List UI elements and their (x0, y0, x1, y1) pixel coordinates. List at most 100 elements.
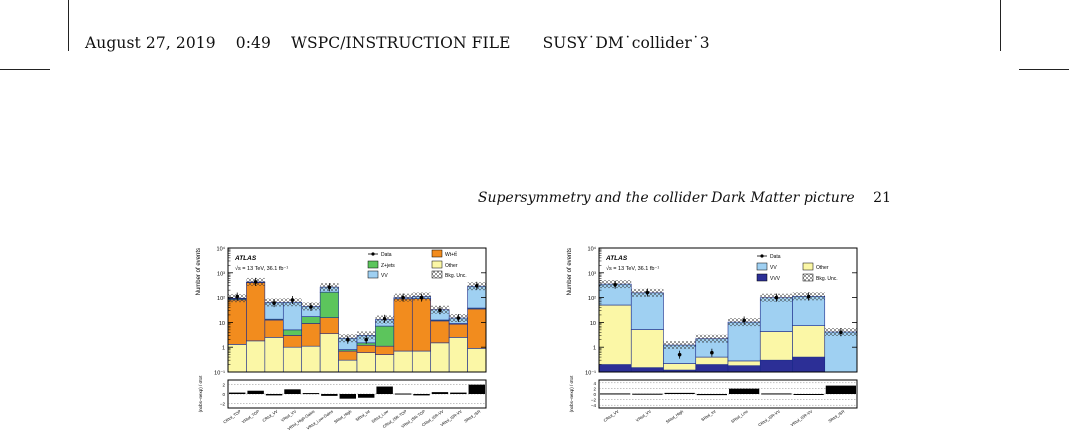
y-tick-label: 10⁴ (588, 246, 597, 253)
header-date: August 27, 2019 (85, 34, 216, 52)
legend-data-dot (371, 252, 375, 256)
category-label: VRtol_ISR-VV (790, 409, 814, 428)
bar-segment-wttt (301, 323, 321, 347)
bar-segment-other (264, 337, 284, 373)
bar-segment-wttt (411, 298, 432, 352)
header-file-type: WSPC/INSTRUCTION FILE (291, 34, 511, 52)
bar-segment-other (375, 354, 395, 373)
data-point (710, 350, 714, 355)
ratio-bar (376, 386, 393, 394)
legend-label: VV (770, 265, 777, 271)
bar-segment-zjets (301, 316, 321, 324)
y-tick-label: 10⁻¹ (214, 371, 225, 377)
ratio-bar (729, 388, 760, 394)
data-point (613, 282, 617, 287)
y-tick-label: 10² (217, 296, 225, 302)
bar-segment-zjets (282, 329, 303, 336)
legend-swatch (756, 273, 768, 282)
legend-swatch (431, 249, 443, 258)
ratio-bar (468, 384, 485, 394)
bar-segment-other (448, 337, 468, 373)
legend-label: Other (445, 263, 458, 269)
bar-segment-other (246, 340, 266, 373)
legend-label: VV (381, 273, 388, 279)
ratio-bar (793, 394, 824, 395)
category-label: SRtol_High (665, 409, 684, 425)
crop-mark-right-h (1019, 69, 1069, 70)
data-point (742, 318, 746, 323)
data-point (253, 280, 258, 284)
bar-segment-vv (759, 297, 793, 332)
crop-mark-left-h (0, 69, 50, 70)
chart-right: 10⁻¹ 1 10 10² 10³ 10⁴ Number of events ATLAS √s … (567, 246, 858, 428)
legend-label: Z+jets (381, 263, 395, 269)
plot-frame (598, 247, 858, 373)
bar-segment-other (430, 342, 450, 373)
y-tick-label: 10³ (588, 271, 596, 277)
bar-segment-vvv (759, 359, 793, 373)
legend-swatch (367, 260, 379, 269)
y-tick-label: 10³ (217, 271, 225, 277)
data-point (839, 330, 843, 335)
ratio-axis-label: (nobs−nexp) / σtot (198, 375, 203, 412)
figure-left: 10⁻¹ 1 10 10² 10³ 10⁴ Number of events ATLAS √s … (186, 240, 496, 440)
ratio-bar (450, 392, 467, 394)
energy-label: √s = 13 TeV, 36.1 fb⁻¹ (606, 265, 659, 272)
bar-segment-vv (630, 292, 664, 330)
page-number: 21 (873, 190, 891, 206)
plot-frame (227, 247, 487, 373)
y-tick-label: 1 (593, 346, 596, 352)
data-point (290, 298, 295, 302)
bar-segment-other (630, 329, 664, 368)
data-point (327, 285, 332, 290)
y-tick-label: 10² (588, 296, 596, 302)
data-point (345, 337, 350, 342)
figure-right: 10⁻¹ 1 10 10² 10³ 10⁴ Number of events ATLAS √s … (557, 240, 867, 440)
bar-segment-zjets (375, 325, 395, 347)
y-tick-label: 1 (222, 346, 225, 352)
ratio-bar (825, 385, 856, 394)
bar-segment-other (759, 331, 793, 361)
bar-segment-wttt (282, 335, 303, 348)
ratio-bar (358, 394, 375, 398)
legend-swatch (802, 262, 814, 271)
y-axis-label: Number of events (567, 248, 573, 295)
chart-left: 10⁻¹ 1 10 10² 10³ 10⁴ Number of events ATLAS √s … (196, 246, 487, 431)
y-tick-label: 10⁻¹ (585, 371, 596, 377)
bar-segment-wttt (448, 323, 468, 338)
bar-segment-other (411, 350, 432, 373)
ratio-tick-label: −4 (591, 403, 597, 408)
ratio-bar (761, 393, 792, 395)
bar-segment-vv (282, 301, 303, 331)
legend-swatch (756, 262, 768, 271)
bar-segment-wttt (319, 317, 339, 335)
legend-label: Data (381, 252, 392, 258)
ratio-axis-label: (nobs−nexp) / σtot (569, 375, 574, 412)
data-point (419, 295, 424, 300)
y-axis-label: Number of events (196, 248, 202, 295)
data-point (401, 295, 405, 300)
ratio-bar (696, 394, 727, 396)
experiment-label: ATLAS (605, 255, 628, 262)
ratio-tick-label: −2 (220, 401, 226, 406)
legend-label: Other (816, 265, 829, 271)
bar-segment-vv (792, 296, 826, 326)
uncertainty-band (357, 331, 376, 340)
ratio-bar (632, 393, 663, 395)
ratio-bar (413, 394, 430, 396)
legend-swatch (431, 260, 443, 269)
data-point (774, 295, 779, 300)
category-label: CRtol_VV (602, 409, 620, 423)
bar-segment-vvv (695, 364, 729, 373)
ratio-bar (339, 394, 356, 399)
energy-label: √s = 13 TeV, 36.1 fb⁻¹ (235, 265, 288, 272)
data-point (382, 316, 387, 321)
ratio-tick-label: 4 (593, 381, 596, 386)
category-label: SRtol_Int (354, 408, 371, 422)
ratio-bar (321, 394, 338, 396)
running-head-title: Supersymmetry and the collider Dark Matt… (477, 190, 855, 206)
bar-segment-wttt (246, 282, 266, 342)
category-label: CRtol_VV (261, 409, 279, 423)
ratio-tick-label: 0 (222, 392, 225, 397)
bar-segment-other (338, 359, 358, 373)
